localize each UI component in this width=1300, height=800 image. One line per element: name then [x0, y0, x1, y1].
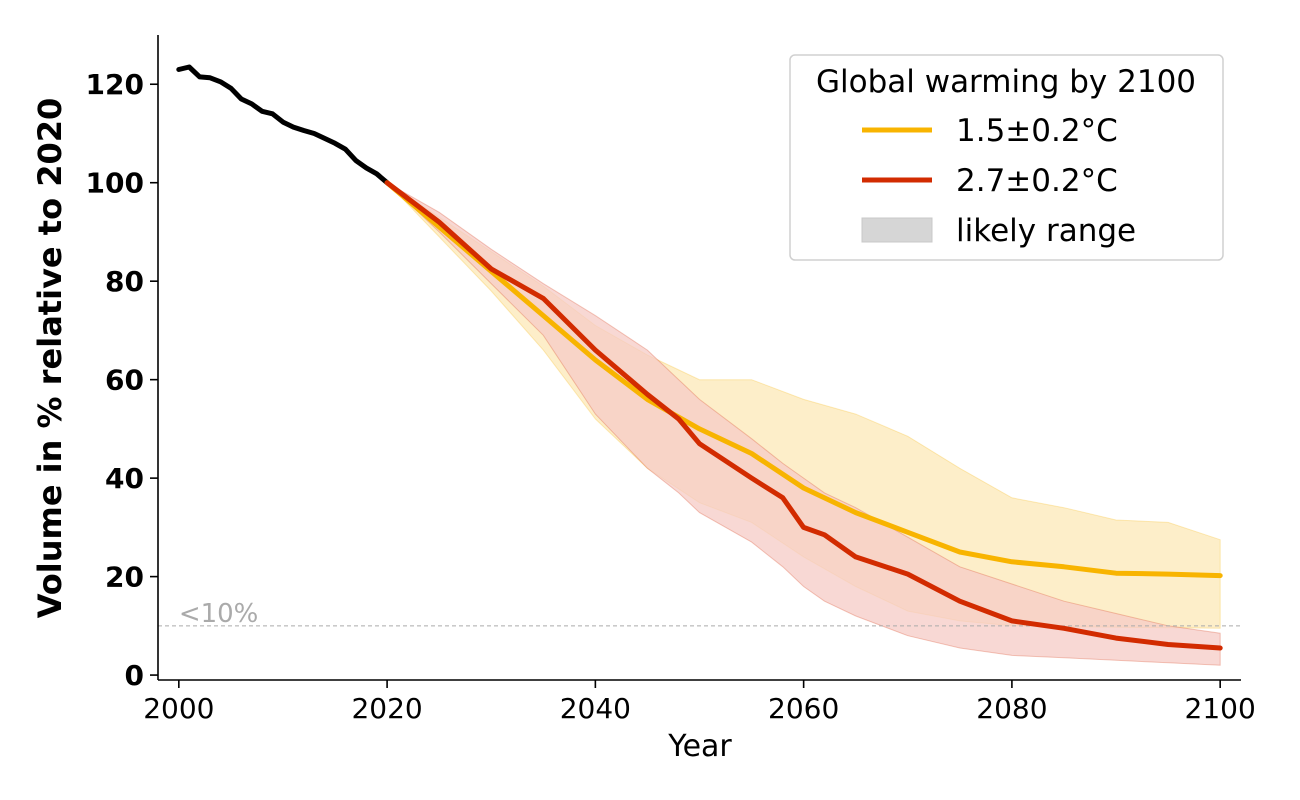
y-tick-label-40: 40	[105, 462, 144, 495]
series-lines	[176, 64, 1223, 651]
legend-label-1-5: 1.5±0.2°C	[956, 113, 1118, 149]
x-tick-label-2100: 2100	[1185, 692, 1256, 725]
x-axis-label: Year	[667, 729, 732, 764]
legend-swatch-likely-range	[861, 217, 933, 243]
x-tick-label-2020: 2020	[351, 692, 422, 725]
legend-title: Global warming by 2100	[816, 64, 1196, 100]
y-tick-label-120: 120	[86, 68, 144, 101]
y-tick-label-60: 60	[105, 364, 144, 397]
x-tick-label-2040: 2040	[560, 692, 631, 725]
x-tick-label-2000: 2000	[143, 692, 214, 725]
historical-line	[176, 64, 390, 186]
axis-labels: Year Volume in % relative to 2020	[31, 98, 732, 764]
y-tick-label-100: 100	[86, 167, 144, 200]
y-tick-label-80: 80	[105, 265, 144, 298]
x-tick-label-2080: 2080	[976, 692, 1047, 725]
threshold-group: <10%	[158, 599, 1241, 629]
y-tick-label-20: 20	[105, 561, 144, 594]
legend-frame	[789, 54, 1224, 261]
legend-label-2-7: 2.7±0.2°C	[956, 163, 1118, 199]
y-axis-label: Volume in % relative to 2020	[31, 98, 69, 619]
legend-label-likely-range: likely range	[956, 213, 1136, 249]
series-line-2-7	[384, 180, 1223, 651]
legend: Global warming by 2100 1.5±0.2°C 2.7±0.2…	[789, 54, 1224, 261]
y-tick-label-0: 0	[125, 659, 144, 692]
x-tick-label-2060: 2060	[768, 692, 839, 725]
series-line-1-5	[384, 180, 1223, 579]
threshold-label: <10%	[179, 599, 259, 629]
